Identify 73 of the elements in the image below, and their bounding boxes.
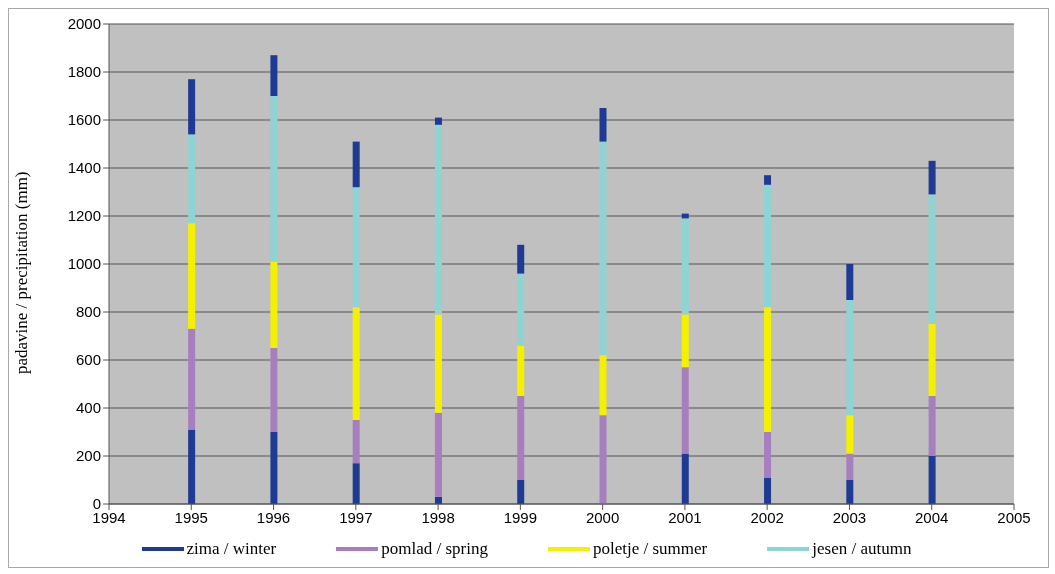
bar bbox=[764, 184, 772, 308]
bar bbox=[846, 264, 854, 300]
bar bbox=[517, 345, 525, 396]
y-tick-label: 1200 bbox=[67, 207, 101, 225]
y-tick-label: 200 bbox=[75, 447, 101, 465]
bar bbox=[599, 141, 607, 356]
bar bbox=[928, 160, 936, 195]
x-tick-label: 1998 bbox=[421, 508, 455, 526]
bar bbox=[434, 124, 442, 315]
y-tick-label: 400 bbox=[75, 399, 101, 417]
bar bbox=[352, 463, 360, 504]
bar bbox=[270, 96, 278, 262]
bar bbox=[188, 79, 196, 135]
x-tick-label: 1995 bbox=[174, 508, 208, 526]
bar bbox=[764, 432, 772, 478]
y-tick-label: 2000 bbox=[67, 15, 101, 33]
bar bbox=[764, 175, 772, 185]
bar bbox=[434, 314, 442, 413]
y-axis-title: padavine / precipitation (mm) bbox=[12, 171, 32, 374]
bar bbox=[270, 261, 278, 348]
legend-label: pomlad / spring bbox=[381, 539, 488, 559]
bar bbox=[188, 328, 196, 430]
y-tick-label: 1400 bbox=[67, 159, 101, 177]
x-tick-label: 2001 bbox=[668, 508, 702, 526]
y-tick-label: 1800 bbox=[67, 63, 101, 81]
bar bbox=[599, 108, 607, 142]
bar bbox=[928, 456, 936, 504]
legend-label: poletje / summer bbox=[593, 539, 708, 559]
bar bbox=[517, 480, 525, 504]
x-tick-label: 1999 bbox=[503, 508, 538, 526]
bar bbox=[846, 480, 854, 504]
bar bbox=[434, 117, 442, 125]
x-tick-label: 1996 bbox=[256, 508, 291, 526]
x-tick-label: 2000 bbox=[585, 508, 620, 526]
bar bbox=[517, 396, 525, 480]
x-tick-label: 2003 bbox=[832, 508, 867, 526]
bar bbox=[681, 367, 689, 454]
legend-label: zima / winter bbox=[186, 539, 277, 559]
bar bbox=[188, 223, 196, 329]
bar bbox=[599, 415, 607, 504]
bar bbox=[188, 429, 196, 504]
bar bbox=[928, 324, 936, 396]
bar bbox=[270, 348, 278, 432]
legend-label: jesen / autumn bbox=[812, 539, 912, 559]
bar bbox=[846, 300, 854, 416]
y-tick-label: 800 bbox=[75, 303, 101, 321]
bar bbox=[681, 218, 689, 315]
y-tick-label: 1000 bbox=[67, 255, 101, 273]
bar bbox=[846, 415, 854, 454]
x-tick-label: 2002 bbox=[750, 508, 784, 526]
bar bbox=[764, 307, 772, 432]
bar bbox=[352, 187, 360, 308]
bar bbox=[928, 194, 936, 324]
bar bbox=[352, 141, 360, 188]
x-tick-label: 1997 bbox=[339, 508, 373, 526]
bar bbox=[517, 273, 525, 346]
bar bbox=[681, 453, 689, 504]
bar bbox=[846, 453, 854, 480]
bar bbox=[599, 355, 607, 416]
bar bbox=[764, 477, 772, 504]
bar bbox=[188, 134, 196, 224]
y-tick-label: 1600 bbox=[67, 111, 101, 129]
bar bbox=[517, 244, 525, 274]
x-tick-label: 2005 bbox=[997, 508, 1031, 526]
bar bbox=[270, 432, 278, 504]
bar bbox=[352, 307, 360, 420]
x-tick-label: 2004 bbox=[915, 508, 949, 526]
bar bbox=[270, 55, 278, 96]
bar bbox=[928, 396, 936, 456]
bar bbox=[681, 314, 689, 368]
y-tick-label: 600 bbox=[75, 351, 101, 369]
bar bbox=[352, 420, 360, 464]
bar bbox=[434, 412, 442, 497]
